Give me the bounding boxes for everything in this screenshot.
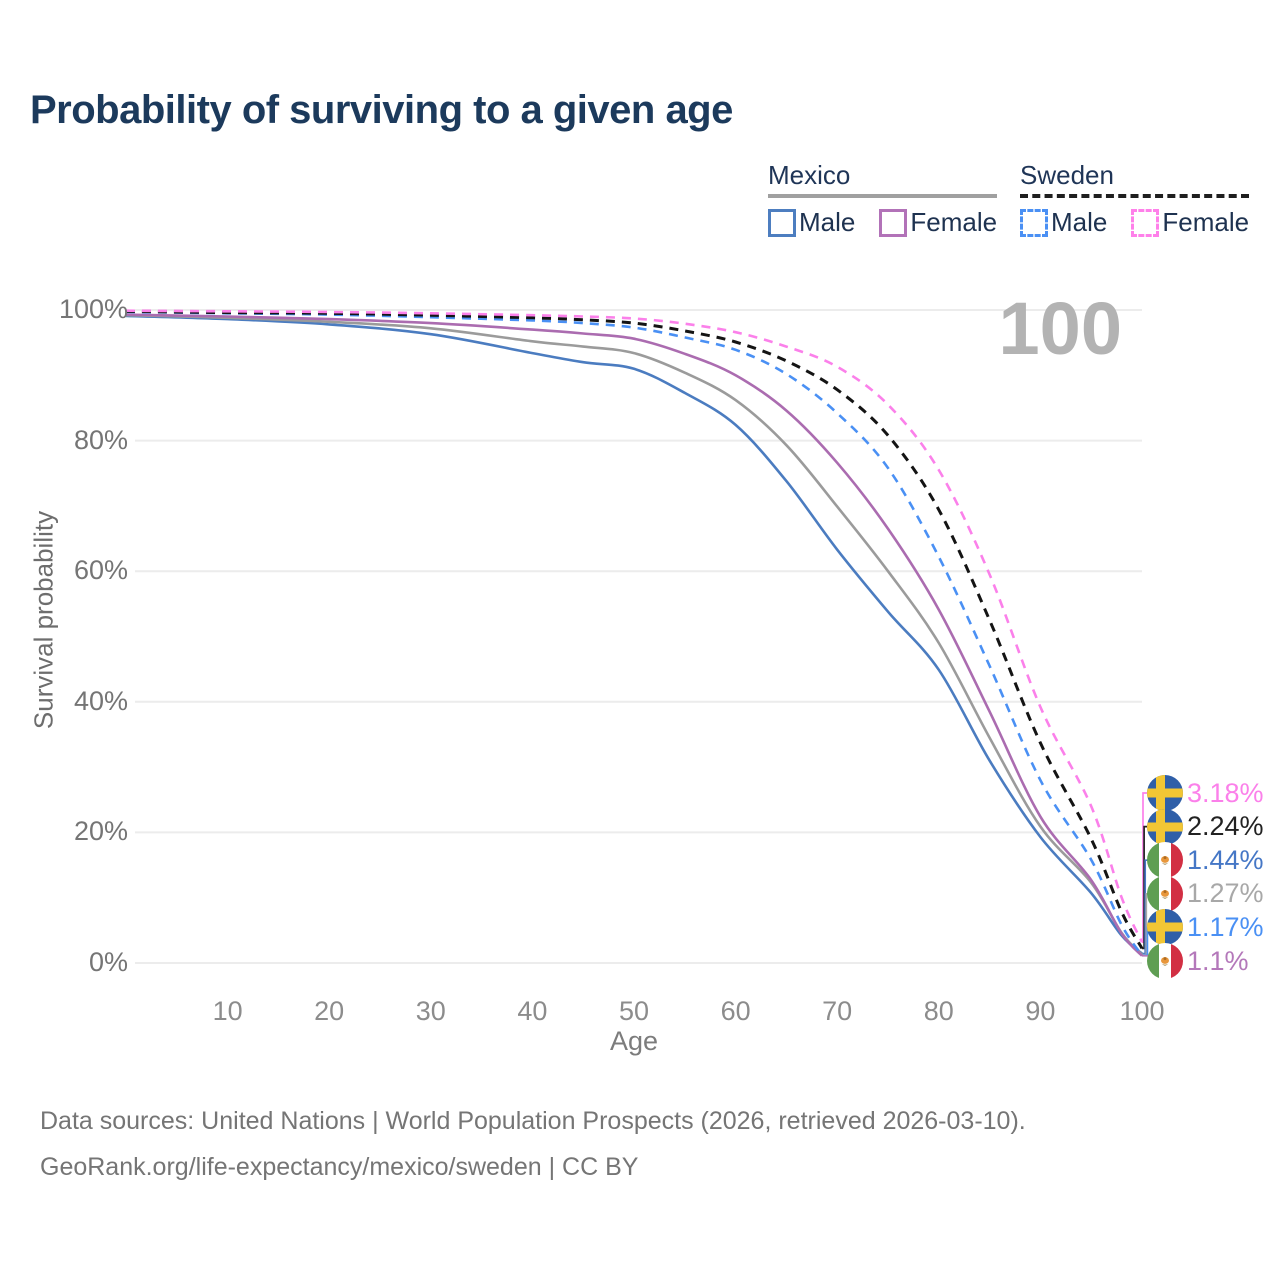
legend-sweden-title: Sweden bbox=[1020, 160, 1114, 190]
data-sources-line: Data sources: United Nations | World Pop… bbox=[40, 1107, 1026, 1135]
legend-sweden-underline bbox=[1020, 194, 1250, 198]
legend-item-mexico-female: Female bbox=[879, 207, 997, 238]
end-label: 1.27% bbox=[1147, 875, 1264, 912]
x-tick-label: 10 bbox=[212, 996, 243, 1026]
survival-curve-sweden-female bbox=[125, 309, 1144, 943]
end-label-value: 1.17% bbox=[1187, 911, 1264, 942]
legend-item-sweden-female: Female bbox=[1131, 207, 1249, 238]
x-tick-label: 100 bbox=[1119, 996, 1165, 1026]
x-axis-title: Age bbox=[609, 1026, 659, 1056]
mexico-flag-icon bbox=[1147, 875, 1183, 912]
mexico-flag-icon bbox=[1147, 842, 1183, 879]
end-label-value: 1.27% bbox=[1187, 878, 1264, 909]
legend-item-mexico-male: Male bbox=[768, 207, 855, 238]
y-tick-label: 40% bbox=[73, 685, 128, 716]
hover-age-watermark: 100 bbox=[998, 287, 1122, 370]
y-tick-label: 60% bbox=[73, 555, 128, 586]
attribution-line: GeoRank.org/life-expectancy/mexico/swede… bbox=[40, 1153, 639, 1181]
end-label: 2.24% bbox=[1147, 808, 1264, 845]
end-label: 1.17% bbox=[1147, 909, 1264, 946]
mexico-male-swatch-icon bbox=[768, 208, 796, 237]
end-label-value: 2.24% bbox=[1187, 811, 1264, 842]
mexico-female-swatch-icon bbox=[879, 208, 908, 237]
end-label: 1.1% bbox=[1147, 943, 1249, 979]
legend-item-label: Female bbox=[910, 207, 998, 237]
sweden-female-swatch-icon bbox=[1131, 208, 1160, 237]
end-label-value: 1.44% bbox=[1187, 844, 1264, 875]
end-label: 3.18% bbox=[1147, 775, 1264, 811]
legend-sweden-items: Male Female bbox=[1020, 207, 1249, 238]
x-tick-label: 70 bbox=[822, 996, 853, 1026]
sweden-flag-icon bbox=[1147, 909, 1183, 946]
legend-mexico-title: Mexico bbox=[768, 160, 851, 190]
footer: Data sources: United Nations | World Pop… bbox=[40, 1107, 1026, 1199]
legend-item-label: Male bbox=[799, 207, 856, 237]
sweden-flag-icon bbox=[1147, 775, 1183, 811]
legend-group-mexico: Mexico Male Female bbox=[768, 160, 998, 238]
y-tick-label: 0% bbox=[88, 947, 128, 977]
legend-item-label: Female bbox=[1162, 207, 1250, 237]
plot-area[interactable] bbox=[126, 300, 1142, 963]
legend-item-label: Male bbox=[1051, 207, 1108, 237]
mexico-flag-icon bbox=[1147, 943, 1183, 979]
y-tick-label: 80% bbox=[73, 424, 128, 455]
x-tick-label: 20 bbox=[314, 996, 345, 1026]
end-label-value: 1.1% bbox=[1187, 945, 1249, 976]
end-label: 1.44% bbox=[1147, 842, 1264, 879]
legend-mexico-items: Male Female bbox=[768, 207, 997, 238]
x-tick-label: 40 bbox=[517, 996, 548, 1026]
survival-curve-mexico-male bbox=[125, 314, 1143, 955]
legend-item-sweden-male: Male bbox=[1020, 207, 1107, 238]
x-tick-label: 90 bbox=[1025, 996, 1056, 1026]
page-title: Probability of surviving to a given age bbox=[30, 88, 733, 132]
x-tick-label: 50 bbox=[618, 996, 650, 1026]
sweden-flag-icon bbox=[1147, 808, 1183, 845]
x-tick-label: 80 bbox=[923, 996, 954, 1026]
survival-curve-sweden-both bbox=[125, 309, 1144, 950]
legend-mexico-underline bbox=[768, 194, 998, 198]
legend-group-sweden: Sweden Male Female bbox=[1020, 160, 1250, 238]
survival-curve-mexico-both bbox=[125, 313, 1143, 956]
survival-curve-mexico-female bbox=[125, 313, 1143, 957]
survival-curve-sweden-male bbox=[125, 310, 1144, 957]
x-tick-label: 30 bbox=[415, 996, 446, 1026]
x-tick-label: 60 bbox=[720, 996, 751, 1026]
y-tick-label: 20% bbox=[73, 816, 128, 847]
y-tick-label: 100% bbox=[58, 294, 128, 324]
end-label-value: 3.18% bbox=[1187, 777, 1264, 808]
sweden-male-swatch-icon bbox=[1020, 208, 1048, 237]
